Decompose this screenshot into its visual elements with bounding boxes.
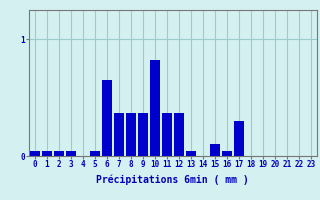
Bar <box>222 151 232 156</box>
Bar <box>234 121 244 156</box>
Bar <box>54 151 64 156</box>
Bar <box>66 151 76 156</box>
Bar <box>138 113 148 156</box>
Bar <box>114 113 124 156</box>
Bar <box>90 151 100 156</box>
Bar <box>210 144 220 156</box>
X-axis label: Précipitations 6min ( mm ): Précipitations 6min ( mm ) <box>96 175 249 185</box>
Bar <box>126 113 136 156</box>
Bar <box>174 113 184 156</box>
Bar <box>42 151 52 156</box>
Bar <box>186 151 196 156</box>
Bar <box>102 80 112 156</box>
Bar <box>150 60 160 156</box>
Bar <box>162 113 172 156</box>
Bar <box>30 151 40 156</box>
